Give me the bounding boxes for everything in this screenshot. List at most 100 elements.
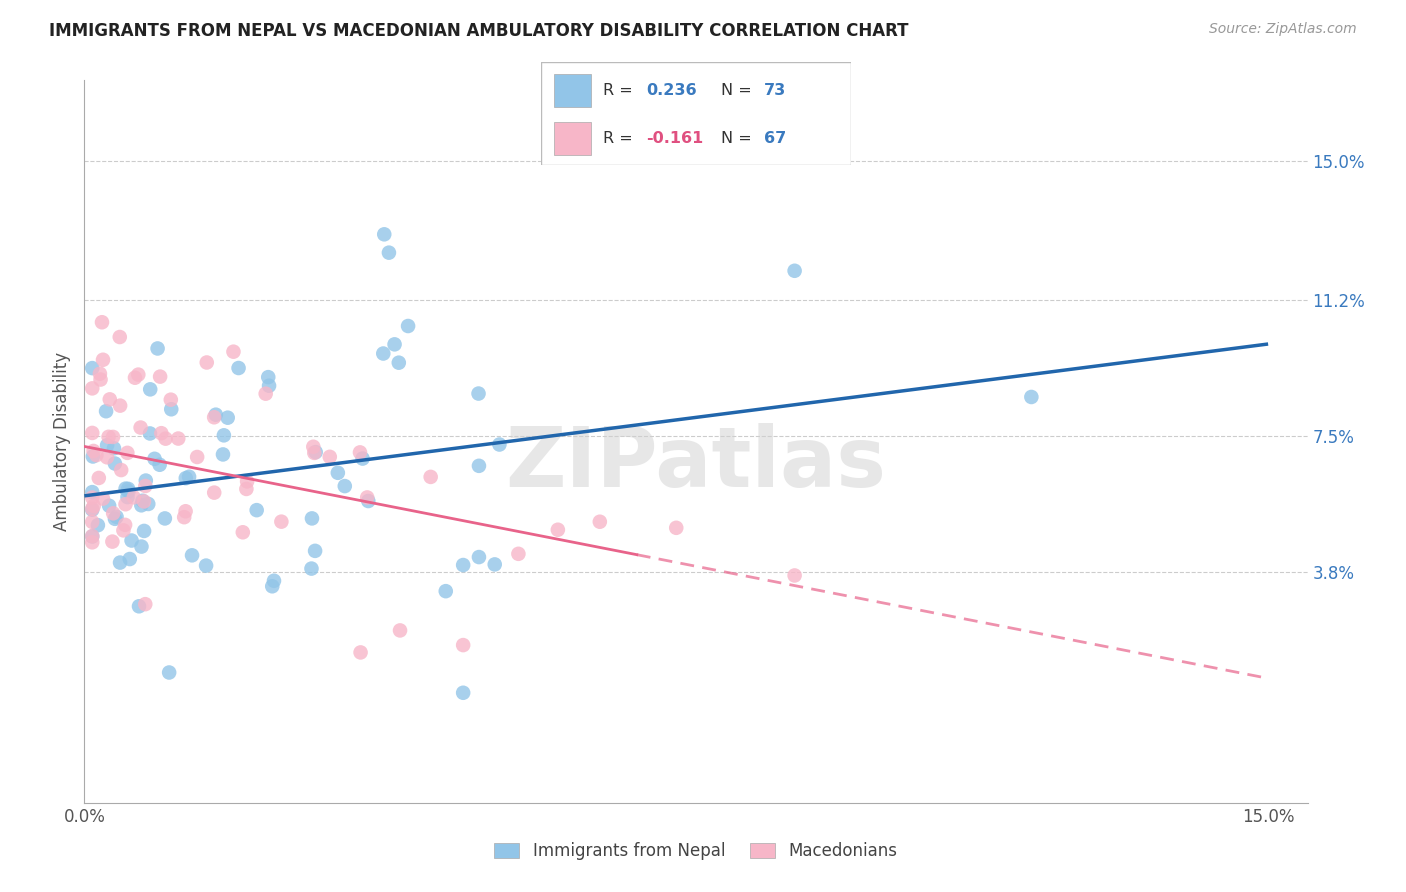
Point xyxy=(105,509,128,524)
Point xyxy=(349,645,371,659)
Point xyxy=(388,356,411,370)
Point xyxy=(373,227,395,242)
Point xyxy=(257,378,280,392)
Point xyxy=(384,337,406,351)
Point xyxy=(96,450,118,465)
Point xyxy=(82,450,104,464)
Point xyxy=(91,352,114,367)
Point xyxy=(89,367,111,381)
Point xyxy=(112,524,135,538)
Point xyxy=(139,382,162,396)
Point xyxy=(488,437,510,451)
Point xyxy=(82,381,104,395)
Point xyxy=(118,552,141,566)
Point xyxy=(174,471,197,485)
Point xyxy=(150,426,173,441)
Point xyxy=(378,245,401,260)
Point xyxy=(90,372,112,386)
Point xyxy=(135,474,157,488)
Point xyxy=(114,497,136,511)
Point xyxy=(352,451,374,466)
Point xyxy=(157,665,180,680)
Point xyxy=(301,511,323,525)
Text: 73: 73 xyxy=(763,83,786,97)
Point xyxy=(94,404,117,418)
FancyBboxPatch shape xyxy=(541,62,851,165)
Point xyxy=(451,558,474,572)
Point xyxy=(124,370,146,384)
Point xyxy=(132,494,155,508)
Point xyxy=(257,370,280,384)
Point xyxy=(468,458,491,473)
Point xyxy=(270,515,292,529)
Point xyxy=(110,463,132,477)
Point xyxy=(246,503,269,517)
Point xyxy=(114,517,136,532)
Point xyxy=(202,485,225,500)
Point xyxy=(103,442,125,456)
Point xyxy=(302,440,325,454)
Point xyxy=(263,574,285,588)
Point xyxy=(136,497,159,511)
Point xyxy=(204,408,226,422)
Legend: Immigrants from Nepal, Macedonians: Immigrants from Nepal, Macedonians xyxy=(488,836,904,867)
Point xyxy=(122,491,145,505)
Point xyxy=(1021,390,1043,404)
Point xyxy=(467,386,489,401)
Point xyxy=(419,470,441,484)
Text: N =: N = xyxy=(721,131,756,146)
Point xyxy=(301,561,323,575)
Point xyxy=(121,533,143,548)
Point xyxy=(235,482,257,496)
Point xyxy=(131,540,153,554)
Point xyxy=(155,432,177,446)
Point xyxy=(149,458,172,472)
Point xyxy=(159,392,181,407)
Point xyxy=(82,501,104,516)
Text: -0.161: -0.161 xyxy=(647,131,704,146)
Point xyxy=(104,457,127,471)
Point xyxy=(86,448,108,462)
Point xyxy=(508,547,530,561)
Point xyxy=(547,523,569,537)
Text: N =: N = xyxy=(721,83,756,97)
Text: 67: 67 xyxy=(763,131,786,146)
Point xyxy=(139,426,162,441)
Point xyxy=(160,402,183,417)
Point xyxy=(589,515,612,529)
Point xyxy=(83,499,105,513)
Point xyxy=(82,515,104,529)
Point xyxy=(783,568,806,582)
Point xyxy=(181,549,204,563)
Point xyxy=(254,386,277,401)
Point xyxy=(98,392,121,407)
Point xyxy=(134,597,156,611)
Point xyxy=(96,438,118,452)
Point xyxy=(228,361,250,376)
Text: ZIPatlas: ZIPatlas xyxy=(506,423,886,504)
Point xyxy=(304,446,326,460)
Point xyxy=(333,479,356,493)
Point xyxy=(232,525,254,540)
Point xyxy=(132,524,155,538)
Point xyxy=(434,584,457,599)
Point xyxy=(87,518,110,533)
Point xyxy=(149,369,172,384)
Point xyxy=(212,447,235,461)
Point xyxy=(195,558,218,573)
Point xyxy=(108,330,131,344)
Point xyxy=(101,534,124,549)
Point xyxy=(217,410,239,425)
Point xyxy=(128,599,150,614)
Point xyxy=(117,490,139,504)
Point xyxy=(117,482,139,496)
Text: 0.236: 0.236 xyxy=(647,83,697,97)
Point xyxy=(117,484,139,499)
Point xyxy=(202,410,225,425)
Point xyxy=(104,512,127,526)
Point xyxy=(134,479,156,493)
Point xyxy=(131,498,153,512)
Point xyxy=(349,445,371,459)
Point xyxy=(373,346,395,360)
Point xyxy=(389,624,412,638)
